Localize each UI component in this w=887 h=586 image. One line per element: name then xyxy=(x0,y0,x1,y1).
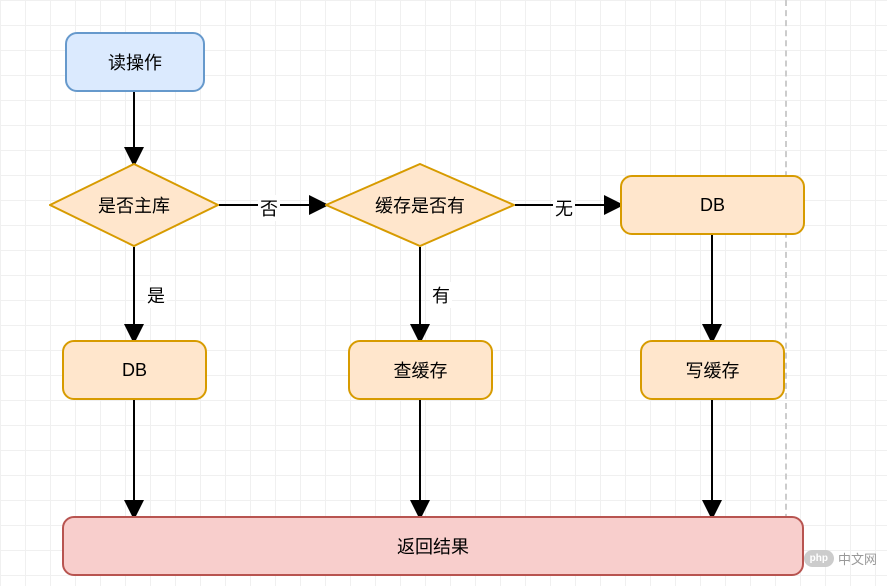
node-start: 读操作 xyxy=(65,32,205,92)
watermark: php 中文网 xyxy=(804,549,877,568)
node-decision-cache-exists: 缓存是否有 xyxy=(325,163,515,247)
node-result: 返回结果 xyxy=(62,516,804,576)
watermark-badge: php xyxy=(804,550,834,567)
node-write-cache: 写缓存 xyxy=(640,340,785,400)
node-check-cache-label: 查缓存 xyxy=(394,357,448,383)
node-start-label: 读操作 xyxy=(108,49,162,75)
node-db1-label: DB xyxy=(122,360,147,381)
node-decision2-label: 缓存是否有 xyxy=(375,192,465,218)
node-db-right: DB xyxy=(620,175,805,235)
node-check-cache: 查缓存 xyxy=(348,340,493,400)
edge-label-yes: 是 xyxy=(145,282,167,308)
edge-label-none: 无 xyxy=(553,195,575,221)
node-decision1-label: 是否主库 xyxy=(98,192,170,218)
edge-label-no: 否 xyxy=(258,195,280,221)
edge-label-has: 有 xyxy=(430,282,452,308)
dashed-divider xyxy=(785,0,787,540)
node-result-label: 返回结果 xyxy=(397,533,469,559)
node-write-cache-label: 写缓存 xyxy=(686,357,740,383)
node-db2-label: DB xyxy=(700,195,725,216)
node-decision-main-db: 是否主库 xyxy=(49,163,219,247)
node-db-left: DB xyxy=(62,340,207,400)
watermark-text: 中文网 xyxy=(838,549,877,568)
